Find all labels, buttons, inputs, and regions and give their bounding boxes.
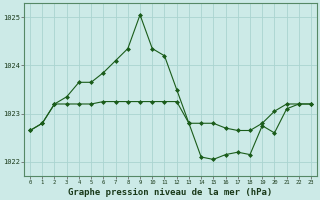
X-axis label: Graphe pression niveau de la mer (hPa): Graphe pression niveau de la mer (hPa) — [68, 188, 273, 197]
